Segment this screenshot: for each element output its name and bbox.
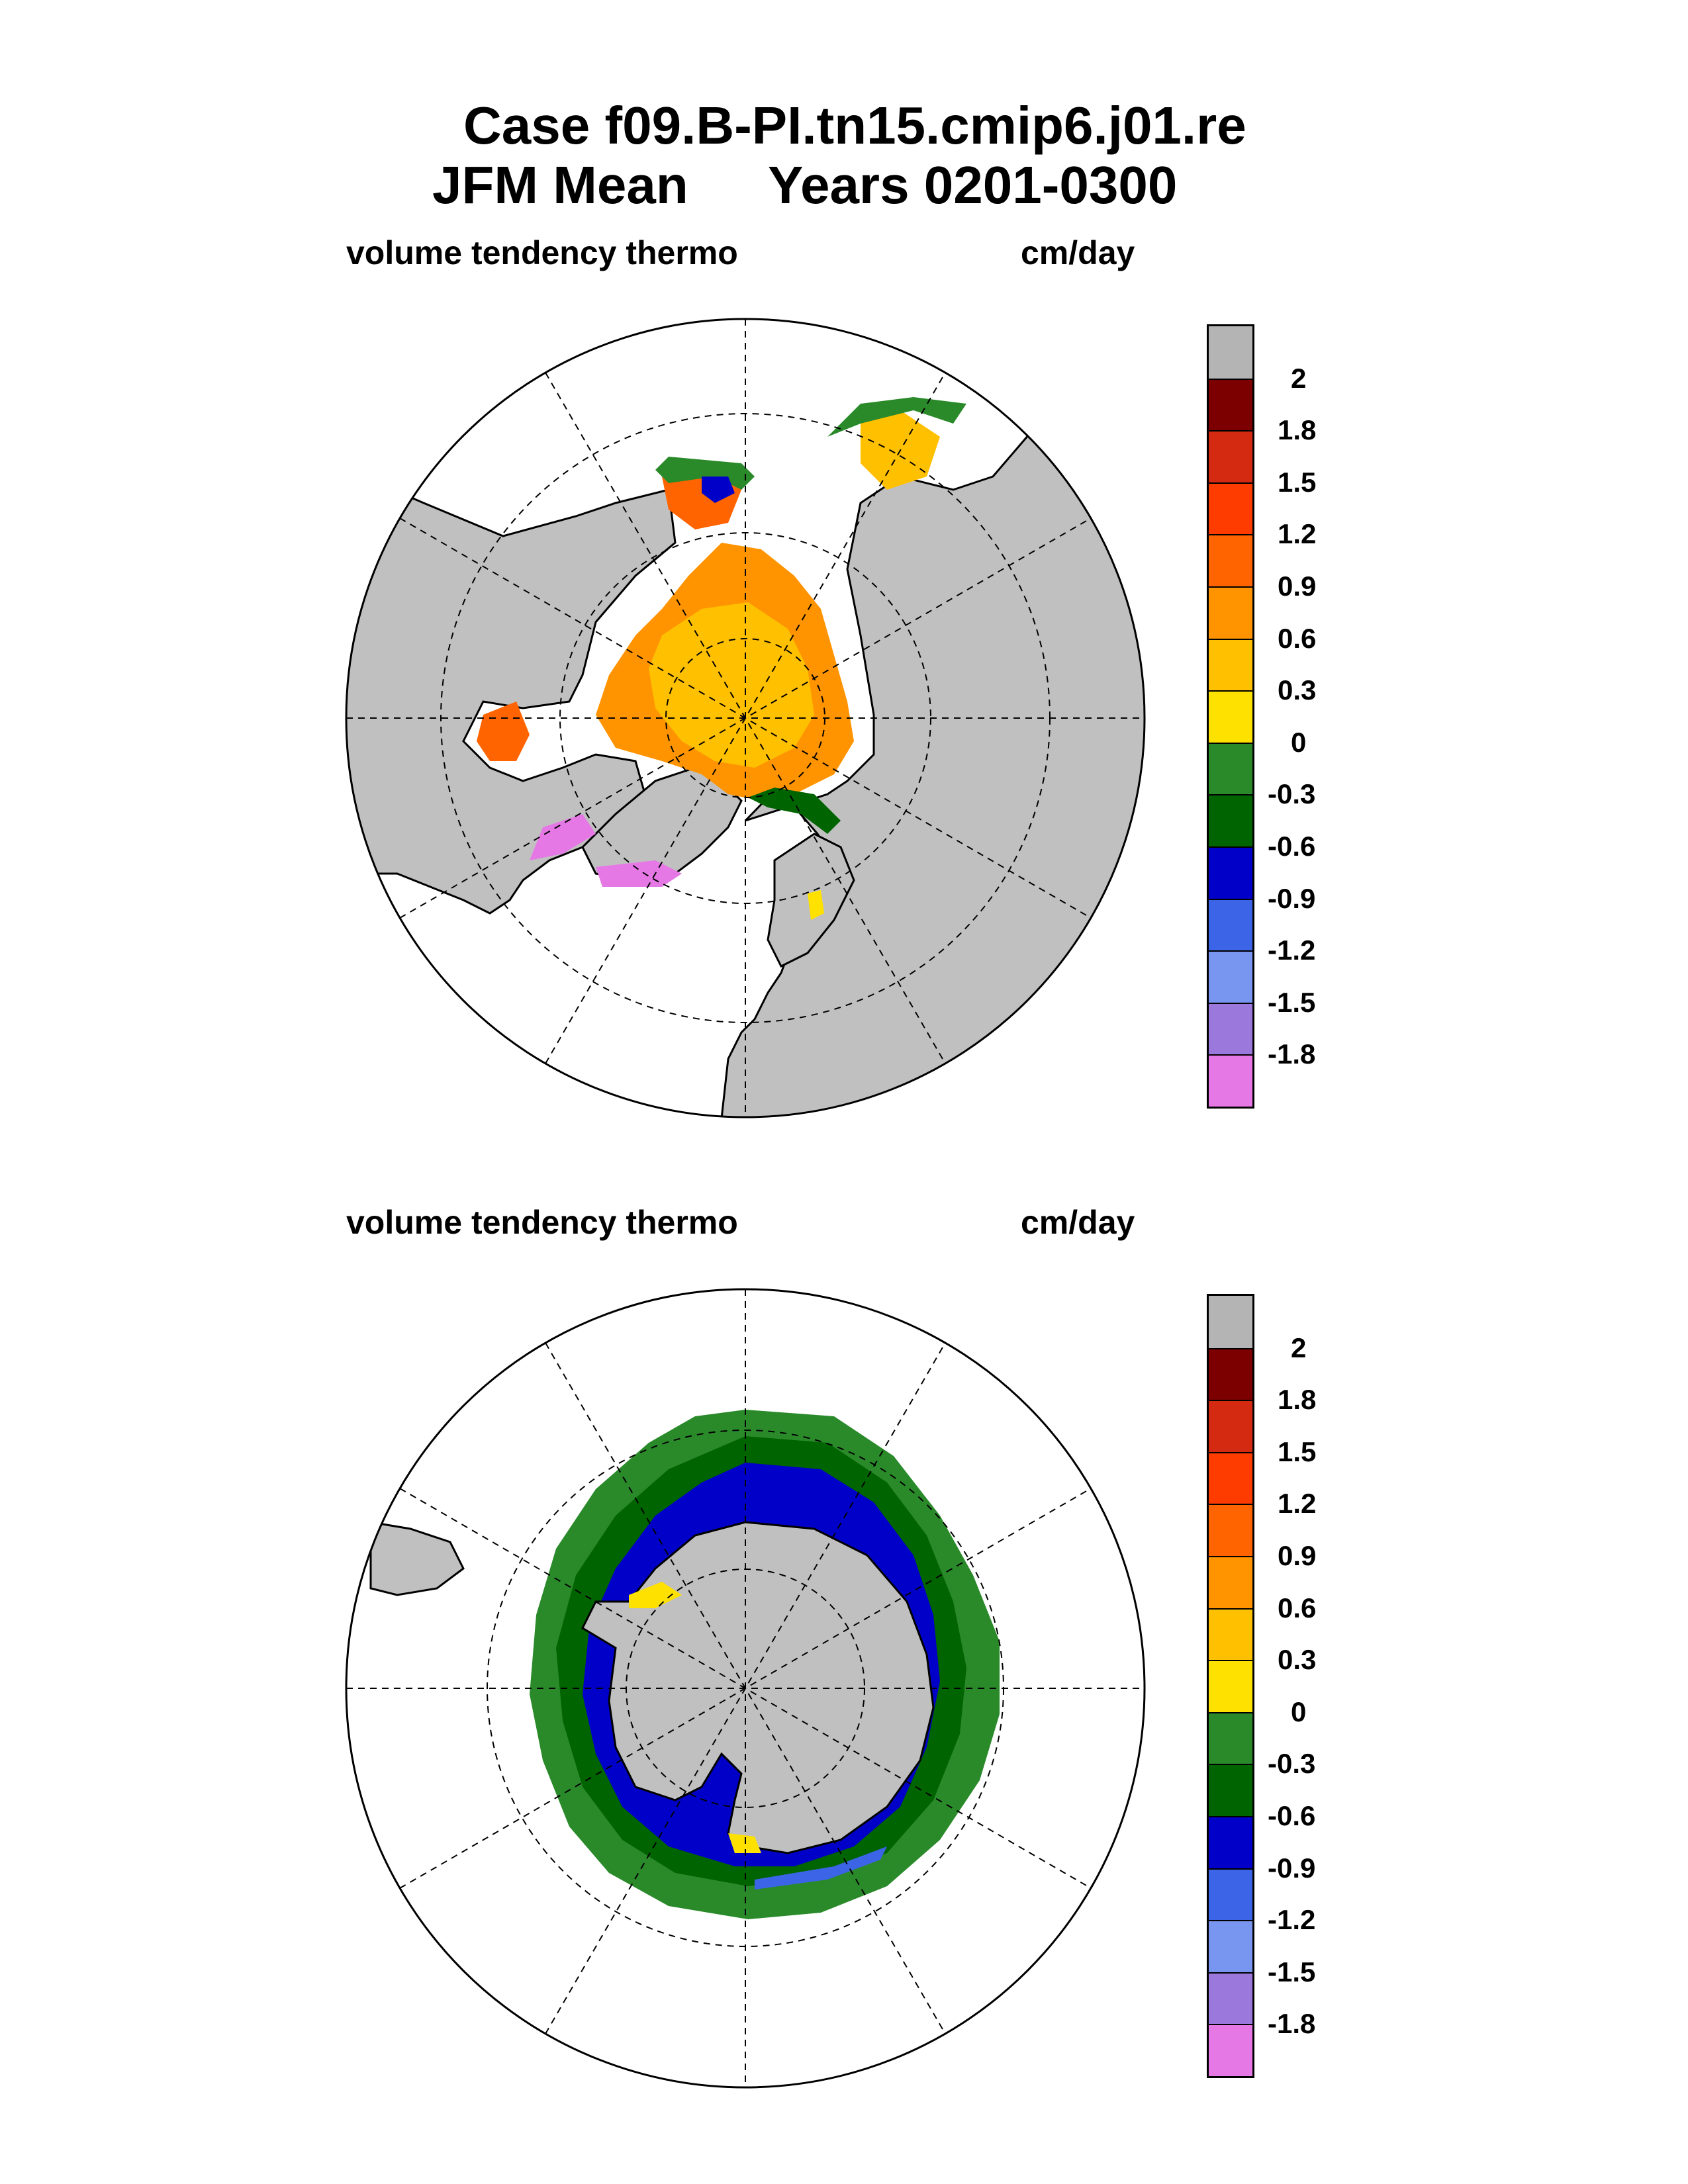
weddell-yellow-margin bbox=[629, 1582, 682, 1608]
colorbar-south-swatch bbox=[1209, 1711, 1252, 1764]
colorbar-north-swatch bbox=[1209, 430, 1252, 482]
colorbar-north-tick-label: 1.8 bbox=[1278, 414, 1317, 446]
colorbar-south-swatch bbox=[1209, 1451, 1252, 1504]
colorbar-south-swatch bbox=[1209, 1660, 1252, 1712]
colorbar-north-swatch bbox=[1209, 690, 1252, 743]
colorbar-north-swatch bbox=[1209, 586, 1252, 639]
colorbar-south-tick-label: 2 bbox=[1291, 1332, 1307, 1363]
panel-south-units-label: cm/day bbox=[1021, 1204, 1135, 1241]
colorbar-north-tick-label: 2 bbox=[1291, 362, 1307, 394]
colorbar-south-tick-label: 1.5 bbox=[1278, 1435, 1317, 1467]
colorbar-north-tick-label: 1.2 bbox=[1278, 518, 1317, 550]
colorbar-north-swatch bbox=[1209, 326, 1252, 379]
colorbar-south-swatch bbox=[1209, 2024, 1252, 2076]
colorbar-north-tick-label: 0.6 bbox=[1278, 622, 1317, 654]
south-polar-stereographic-map bbox=[345, 1288, 1146, 2089]
colorbar-south-swatch bbox=[1209, 1556, 1252, 1608]
south-america-tip-land bbox=[369, 1521, 465, 1596]
figure-title-case: Case f09.B-PI.tn15.cmip6.j01.re bbox=[463, 96, 1246, 155]
colorbar-north-swatch bbox=[1209, 950, 1252, 1003]
colorbar-south-tick-label: 0.3 bbox=[1278, 1644, 1317, 1676]
colorbar-south-tick-label: 0 bbox=[1291, 1696, 1307, 1727]
colorbar-north-tick-label: 0 bbox=[1291, 726, 1307, 758]
south-ice-lightblue-streak bbox=[755, 1846, 887, 1889]
okhotsk-margin-green bbox=[827, 397, 966, 437]
figure-title-season: JFM Mean bbox=[432, 156, 688, 214]
colorbar-south-tick-label: -1.2 bbox=[1268, 1904, 1316, 1936]
panel-north-units-label: cm/day bbox=[1021, 234, 1135, 271]
colorbar-south-swatch bbox=[1209, 1504, 1252, 1556]
colorbar-north-swatch bbox=[1209, 794, 1252, 846]
figure-title-years: Years 0201-0300 bbox=[768, 156, 1178, 214]
colorbar-south-swatch bbox=[1209, 1608, 1252, 1661]
colorbar-south-tick-label: -0.3 bbox=[1268, 1748, 1316, 1780]
north-polar-stereographic-map bbox=[345, 318, 1146, 1118]
colorbar-south-swatch bbox=[1209, 1347, 1252, 1400]
colorbar-north-tick-label: 0.9 bbox=[1278, 570, 1317, 602]
labrador-margin-pink bbox=[530, 814, 596, 860]
colorbar-south-swatch bbox=[1209, 1972, 1252, 2025]
colorbar-north-swatch bbox=[1209, 898, 1252, 951]
colorbar-north-tick-label: 0.3 bbox=[1278, 674, 1317, 706]
colorbar-south-swatch bbox=[1209, 1816, 1252, 1868]
colorbar-north-swatch bbox=[1209, 638, 1252, 691]
south-graticule bbox=[346, 1289, 1145, 2087]
colorbar-south-tick-label: -1.5 bbox=[1268, 1956, 1316, 1987]
colorbar-south-swatch bbox=[1209, 1868, 1252, 1921]
colorbar-north-tick-label: -1.2 bbox=[1268, 934, 1316, 966]
barents-margin-green bbox=[748, 788, 841, 834]
panel-south-variable-label: volume tendency thermo bbox=[346, 1204, 738, 1241]
arctic-ice-yellow bbox=[649, 602, 814, 768]
colorbar-north-tick-label: 1.5 bbox=[1278, 466, 1317, 498]
hudson-bay-ice bbox=[477, 702, 530, 761]
colorbar-south-swatch bbox=[1209, 1764, 1252, 1816]
colorbar-north-swatch bbox=[1209, 534, 1252, 586]
colorbar-south-swatch bbox=[1209, 1296, 1252, 1348]
bering-blue bbox=[702, 477, 735, 503]
colorbar-south-tick-label: 1.2 bbox=[1278, 1488, 1317, 1520]
colorbar-north-swatch bbox=[1209, 742, 1252, 795]
colorbar-north-swatch bbox=[1209, 846, 1252, 899]
greenland-sea-pink bbox=[596, 860, 682, 887]
colorbar-south-tick-label: 0.9 bbox=[1278, 1540, 1317, 1571]
colorbar-south bbox=[1207, 1294, 1254, 2078]
north-graticule bbox=[346, 319, 1145, 1117]
colorbar-south-swatch bbox=[1209, 1920, 1252, 1972]
colorbar-north-tick-label: -0.6 bbox=[1268, 831, 1316, 862]
colorbar-north-swatch bbox=[1209, 482, 1252, 535]
colorbar-south-tick-label: 1.8 bbox=[1278, 1384, 1317, 1416]
colorbar-north-tick-label: -0.3 bbox=[1268, 778, 1316, 810]
colorbar-south-tick-label: -0.9 bbox=[1268, 1852, 1316, 1884]
colorbar-north-swatch bbox=[1209, 1054, 1252, 1107]
baltic-ice bbox=[808, 890, 824, 920]
panel-north-variable-label: volume tendency thermo bbox=[346, 234, 738, 271]
colorbar-north bbox=[1207, 324, 1254, 1109]
colorbar-north-tick-label: -0.9 bbox=[1268, 882, 1316, 914]
colorbar-south-tick-label: -1.8 bbox=[1268, 2008, 1316, 2040]
colorbar-north-tick-label: -1.5 bbox=[1268, 986, 1316, 1018]
colorbar-south-tick-label: 0.6 bbox=[1278, 1592, 1317, 1623]
colorbar-south-tick-label: -0.6 bbox=[1268, 1800, 1316, 1831]
colorbar-north-swatch bbox=[1209, 378, 1252, 431]
colorbar-south-swatch bbox=[1209, 1400, 1252, 1452]
colorbar-north-swatch bbox=[1209, 1002, 1252, 1055]
colorbar-north-tick-label: -1.8 bbox=[1268, 1038, 1316, 1070]
